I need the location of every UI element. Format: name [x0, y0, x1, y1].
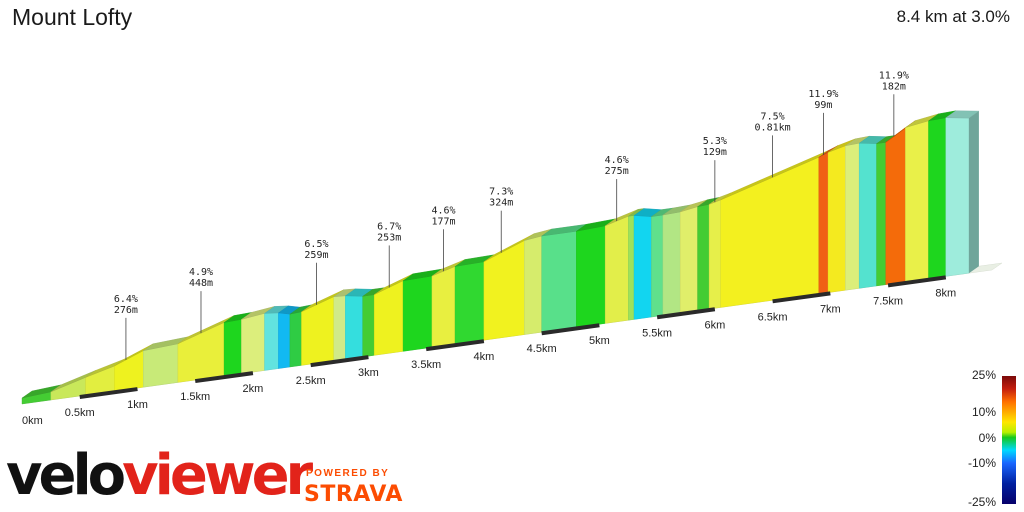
- distance-ticks: 0km 0.5km 1km 1.5km 2km 2.5km 3km 3.5km 4km 4.5km…: [22, 275, 956, 427]
- distance-tick-label: 3.5km: [411, 359, 441, 371]
- gradient-segment: [362, 294, 375, 358]
- gradient-segment: [928, 117, 947, 280]
- distance-tick-bar: [772, 291, 831, 304]
- gradient-segment: [680, 206, 698, 314]
- gradient-segment: [859, 142, 877, 289]
- annotation-gradient: 6.4%: [114, 294, 138, 305]
- gradient-segment: [524, 235, 542, 335]
- distance-tick-label: 8km: [935, 287, 956, 299]
- distance-tick-label: 1km: [127, 399, 148, 411]
- legend-label-10: 10%: [971, 405, 996, 419]
- annotation-gradient: 11.9%: [879, 70, 909, 81]
- gradient-segment: [720, 156, 819, 308]
- distance-tick-label: 0.5km: [65, 407, 95, 419]
- annotation-length: 448m: [189, 278, 213, 289]
- gradient-segment: [604, 215, 629, 324]
- annotation-gradient: 4.9%: [189, 267, 213, 278]
- logo-viewer: viewer: [122, 443, 313, 508]
- annotation-length: 0.81km: [755, 122, 791, 133]
- gradient-segment: [708, 199, 721, 310]
- annotation-length: 253m: [377, 232, 401, 243]
- annotation-length: 275m: [605, 166, 629, 177]
- distance-tick-label: 0km: [22, 415, 43, 427]
- legend-label-0: 0%: [978, 431, 996, 445]
- distance-tick-label: 6.5km: [758, 311, 788, 323]
- gradient-segment: [885, 127, 906, 285]
- gradient-segment: [818, 152, 829, 295]
- annotation-gradient: 6.5%: [304, 239, 328, 250]
- profile-end-cap: [968, 111, 979, 274]
- distance-tick-label: 4km: [474, 351, 495, 363]
- gradient-segment: [541, 231, 577, 333]
- gradient-segment: [289, 311, 302, 368]
- distance-tick-label: 5km: [589, 335, 610, 347]
- annotation-length: 99m: [814, 100, 832, 111]
- annotation-length: 324m: [489, 198, 513, 209]
- gradient-legend-bar: [1002, 376, 1016, 504]
- distance-tick-label: 3km: [358, 367, 379, 379]
- gradient-segment: [241, 313, 265, 374]
- distance-tick-label: 7km: [820, 303, 841, 315]
- gradient-segment: [278, 312, 291, 369]
- powered-by-label: POWERED BY: [306, 468, 390, 479]
- gradient-segment: [345, 295, 363, 360]
- distance-tick-bar: [194, 371, 254, 384]
- legend-label-25: 25%: [971, 368, 996, 382]
- gradient-segment: [576, 225, 606, 328]
- gradient-segment: [905, 120, 929, 283]
- annotation-length: 276m: [114, 305, 138, 316]
- annotation-gradient: 7.5%: [761, 111, 785, 122]
- distance-tick-label: 4.5km: [527, 343, 557, 355]
- route-summary: 8.4 km at 3.0%: [896, 7, 1010, 26]
- legend-label-minus25: -25%: [967, 495, 996, 509]
- gradient-segment: [264, 312, 279, 371]
- gradient-segment: [333, 295, 346, 362]
- distance-tick-label: 1.5km: [180, 391, 210, 403]
- distance-tick-label: 2km: [243, 383, 264, 395]
- route-title: Mount Lofty: [12, 4, 133, 30]
- annotation-gradient: 5.3%: [703, 136, 727, 147]
- gradient-segment: [628, 215, 635, 321]
- annotation-length: 259m: [304, 250, 328, 261]
- annotation-length: 177m: [431, 216, 455, 227]
- annotation-length: 129m: [703, 147, 727, 158]
- distance-tick-label: 7.5km: [873, 295, 903, 307]
- gradient-segment: [662, 211, 681, 316]
- distance-tick-label: 6km: [704, 319, 725, 331]
- distance-tick-bar: [310, 355, 369, 368]
- annotation-gradient: 7.3%: [489, 187, 513, 198]
- gradient-segment: [827, 145, 846, 293]
- gradient-segments: [21, 110, 980, 405]
- annotation-gradient: 6.7%: [377, 221, 401, 232]
- gradient-segment: [845, 142, 860, 291]
- gradient-segment: [633, 215, 652, 320]
- annotation-gradient: 4.6%: [605, 155, 629, 166]
- distance-tick-bar: [541, 323, 600, 336]
- gradient-segment: [454, 261, 485, 345]
- distance-tick-bar: [656, 307, 716, 320]
- gradient-segment: [876, 142, 886, 287]
- veloviewer-logo: veloviewer: [6, 448, 313, 504]
- annotation-length: 182m: [882, 81, 906, 92]
- logo-velo: velo: [6, 443, 126, 508]
- distance-tick-label: 2.5km: [296, 375, 326, 387]
- distance-tick-bar: [425, 339, 485, 352]
- gradient-segment: [697, 204, 710, 311]
- legend-label-minus10: -10%: [967, 456, 996, 470]
- strava-logo: STRAVA: [304, 482, 403, 507]
- distance-tick-bar: [887, 275, 947, 288]
- annotation-gradient: 11.9%: [808, 89, 838, 100]
- annotation-gradient: 4.6%: [431, 205, 455, 216]
- gradient-segment: [223, 319, 242, 377]
- distance-tick-bar: [79, 387, 138, 400]
- climb-annotations: 6.4%276m4.9%448m6.5%259m6.7%253m4.6%177m…: [114, 70, 909, 360]
- gradient-segment: [402, 275, 433, 352]
- gradient-segment: [431, 266, 456, 348]
- gradient-segment: [651, 214, 664, 318]
- distance-tick-label: 5.5km: [642, 327, 672, 339]
- gradient-segment: [945, 117, 970, 277]
- gradient-segment: [143, 343, 179, 388]
